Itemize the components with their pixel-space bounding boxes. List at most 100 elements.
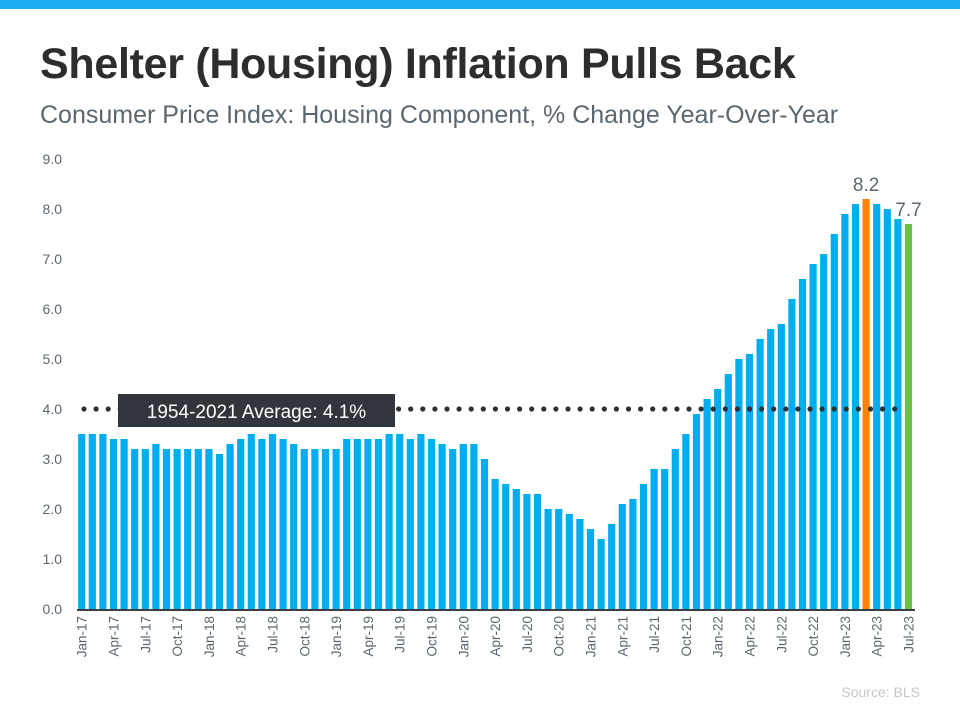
average-line-dot (589, 406, 595, 412)
average-line-dot (746, 406, 753, 412)
bar-jan-19 (332, 449, 340, 609)
average-label: 1954-2021 Average: 4.1% (147, 402, 366, 423)
bar-jun-19 (385, 434, 393, 609)
data-label: 7.7 (895, 200, 921, 221)
bar-jul-18 (268, 434, 277, 609)
bar-aug-18 (279, 439, 287, 609)
y-tick-label: 7.0 (43, 251, 63, 267)
average-line-dot (105, 406, 111, 412)
x-tick-label: Jan-23 (838, 616, 853, 657)
x-tick-label: Jul-19 (393, 616, 408, 653)
x-tick-label: Jul-21 (647, 616, 662, 653)
bar-dec-21 (703, 399, 711, 609)
bar-mar-22 (735, 359, 743, 609)
x-tick-label: Jan-18 (202, 616, 217, 657)
average-line-dot (396, 406, 402, 412)
average-line-dot (456, 406, 462, 412)
bar-feb-20 (470, 444, 478, 609)
average-line-dot (492, 406, 498, 412)
bar-sep-18 (290, 444, 298, 609)
bar-jun-20 (512, 489, 520, 609)
bar-jan-20 (459, 444, 467, 609)
bar-mar-21 (608, 524, 616, 609)
bar-may-21 (629, 499, 637, 609)
average-line-dot (880, 406, 886, 412)
average-line-dot (771, 406, 777, 412)
bar-apr-17 (109, 439, 118, 609)
x-tick-label: Oct-20 (552, 616, 567, 657)
average-line-dot (81, 406, 87, 412)
bar-oct-20 (555, 509, 563, 609)
average-line-dot (722, 406, 728, 412)
average-line-dot (432, 406, 438, 412)
bar-may-20 (502, 484, 510, 609)
average-line-dot (517, 406, 523, 412)
average-line-dot (734, 406, 741, 412)
bar-jan-21 (586, 529, 595, 609)
average-line-dot (795, 406, 801, 412)
bar-apr-18 (237, 439, 245, 609)
bar-jul-19 (396, 434, 404, 609)
bar-dec-17 (194, 449, 202, 609)
average-line-dot (819, 406, 825, 412)
bar-jan-17 (78, 434, 86, 609)
bar-jan-23 (841, 214, 849, 609)
average-line-dot (759, 406, 765, 412)
bar-apr-22 (745, 354, 754, 609)
y-tick-label: 3.0 (43, 451, 63, 467)
x-tick-label: Jan-17 (75, 616, 90, 657)
bar-jul-23 (904, 224, 913, 609)
bar-feb-17 (88, 434, 96, 609)
bar-feb-18 (215, 454, 224, 609)
average-line-dot (650, 406, 656, 412)
average-line-dot (408, 406, 414, 412)
bar-apr-20 (491, 479, 499, 609)
x-tick-label: Jul-20 (520, 616, 535, 653)
bar-nov-22 (820, 254, 828, 609)
bar-jun-22 (767, 329, 775, 609)
average-line-dot (529, 406, 535, 412)
average-line-dot (468, 406, 474, 412)
bar-nov-21 (692, 414, 701, 609)
average-line-dot (93, 406, 99, 412)
bar-oct-21 (682, 434, 690, 609)
page-title: Shelter (Housing) Inflation Pulls Back (40, 40, 796, 88)
x-tick-label: Apr-23 (870, 616, 885, 657)
average-line-dot (807, 406, 813, 412)
bar-sep-21 (671, 449, 679, 609)
average-line-dot (892, 406, 898, 412)
x-tick-label: Apr-21 (615, 616, 630, 657)
average-line-dot (541, 406, 547, 412)
bar-oct-18 (300, 449, 308, 609)
y-tick-label: 4.0 (43, 401, 63, 417)
bar-oct-19 (427, 439, 436, 609)
bar-nov-20 (565, 514, 573, 609)
x-tick-label: Oct-19 (425, 616, 440, 657)
x-tick-label: Oct-22 (806, 616, 821, 657)
x-tick-label: Apr-18 (234, 616, 249, 657)
bar-sep-17 (162, 449, 171, 609)
data-label: 8.2 (853, 175, 879, 196)
average-line-dot (565, 406, 571, 412)
bar-feb-22 (724, 374, 732, 609)
x-tick-label: Jul-22 (774, 616, 789, 653)
top-accent-bar (0, 0, 960, 9)
bar-jan-22 (714, 389, 722, 609)
bar-aug-20 (533, 494, 542, 609)
bar-mar-17 (99, 434, 107, 609)
source-note: Source: BLS (841, 684, 920, 700)
x-tick-label: Jul-18 (266, 616, 281, 653)
bar-dec-22 (830, 234, 838, 609)
bar-apr-23 (873, 204, 881, 609)
bar-jul-17 (141, 449, 149, 609)
bar-oct-17 (173, 449, 181, 609)
bar-mar-20 (480, 459, 489, 609)
bar-jun-23 (894, 219, 902, 609)
x-tick-label: Jan-21 (584, 616, 599, 657)
average-line-dot (662, 406, 668, 412)
y-tick-label: 0.0 (43, 601, 63, 617)
page-subtitle: Consumer Price Index: Housing Component,… (40, 101, 839, 129)
average-line-dot (577, 406, 583, 412)
x-tick-label: Jul-17 (138, 616, 153, 653)
bar-mar-19 (353, 439, 361, 609)
